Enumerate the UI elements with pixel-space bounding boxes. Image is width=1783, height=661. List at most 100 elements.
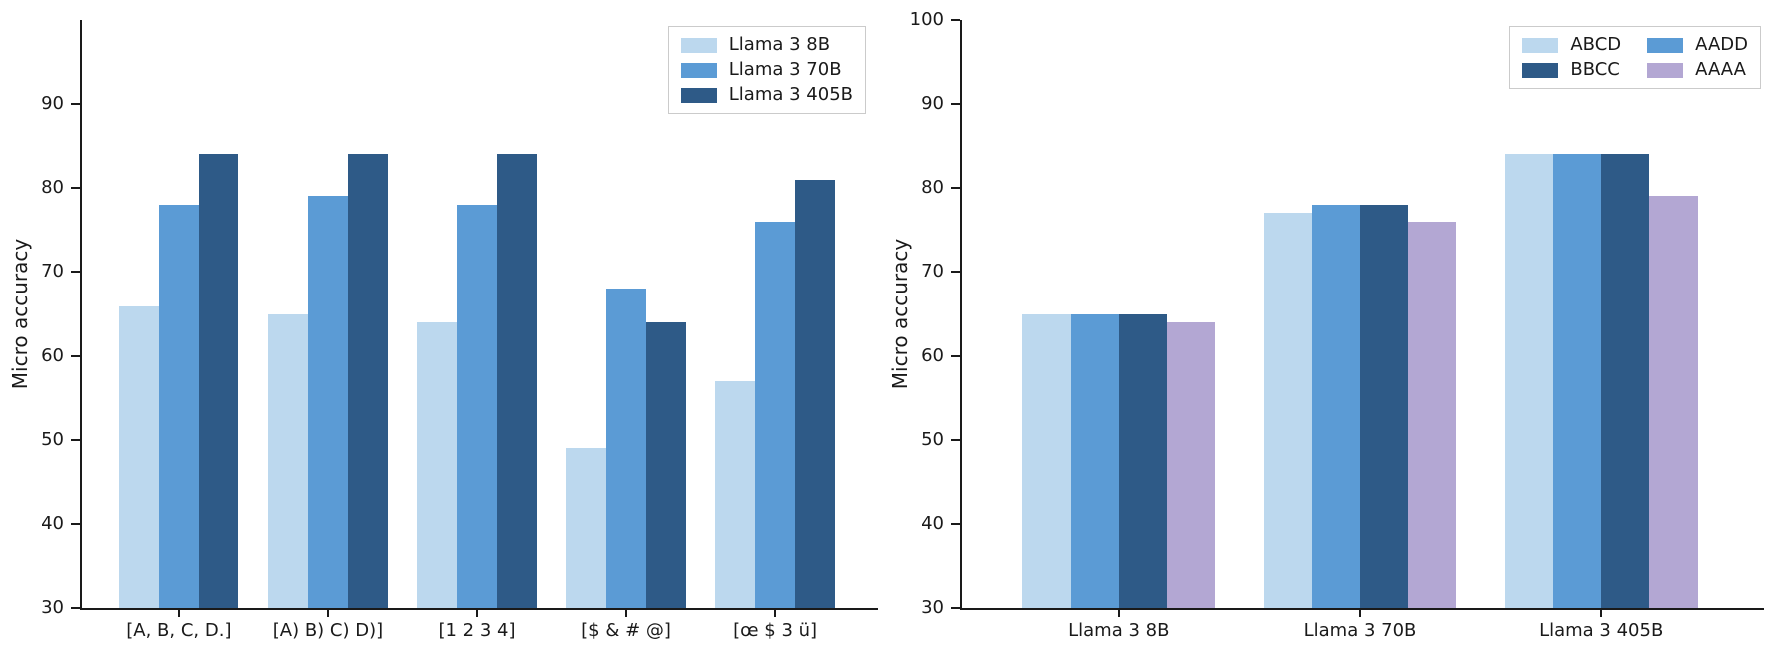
y-tick bbox=[71, 607, 80, 609]
x-tick-label: Llama 3 70B bbox=[1303, 620, 1417, 641]
bar bbox=[347, 154, 388, 608]
y-tick bbox=[951, 355, 960, 357]
bar bbox=[1601, 154, 1650, 608]
x-tick bbox=[177, 608, 180, 617]
legend-item: AAAA bbox=[1647, 61, 1748, 79]
legend-swatch bbox=[680, 37, 717, 53]
y-tick-label: 70 bbox=[921, 261, 944, 282]
bar bbox=[1263, 213, 1312, 608]
legend-label: AAAA bbox=[1695, 59, 1746, 80]
bar bbox=[308, 196, 348, 608]
x-tick bbox=[1600, 608, 1603, 617]
y-tick-label: 30 bbox=[921, 597, 944, 618]
legend-label: Llama 3 70B bbox=[728, 59, 842, 80]
legend-swatch bbox=[680, 87, 717, 103]
bar bbox=[1408, 221, 1457, 608]
y-tick bbox=[71, 103, 80, 105]
x-tick bbox=[1117, 608, 1120, 617]
y-tick-label: 90 bbox=[41, 93, 64, 114]
legend-swatch bbox=[1647, 37, 1684, 53]
bar bbox=[1167, 322, 1216, 608]
bar bbox=[1311, 204, 1360, 608]
y-tick-label: 30 bbox=[41, 597, 64, 618]
legend-swatch bbox=[1522, 37, 1559, 53]
legend: ABCD AADD BBCC AAAA bbox=[1509, 26, 1761, 89]
bar bbox=[1118, 314, 1168, 608]
bar bbox=[119, 305, 159, 608]
x-tick bbox=[774, 608, 777, 617]
x-axis-spine bbox=[960, 608, 1764, 610]
y-tick bbox=[71, 271, 80, 273]
x-tick bbox=[326, 608, 329, 617]
legend-swatch bbox=[1647, 62, 1684, 78]
y-tick-label: 50 bbox=[41, 429, 64, 450]
legend: Llama 3 8B Llama 3 70B Llama 3 405B bbox=[667, 26, 866, 114]
x-tick-label: [A, B, C, D.] bbox=[126, 620, 232, 641]
y-tick-label: 60 bbox=[921, 345, 944, 366]
bar bbox=[198, 154, 239, 608]
bar bbox=[606, 288, 646, 608]
x-tick-label: [A) B) C) D)] bbox=[272, 620, 384, 641]
right-chart: 30 40 50 60 70 80 90 100 Llama 3 8B Llama 3 70B Ll… bbox=[880, 0, 1783, 661]
y-tick-label: 100 bbox=[909, 9, 944, 30]
bar bbox=[1504, 154, 1553, 608]
x-tick-label: Llama 3 8B bbox=[1068, 620, 1170, 641]
bar bbox=[1022, 314, 1071, 608]
x-tick-label: Llama 3 405B bbox=[1539, 620, 1664, 641]
legend-label: Llama 3 405B bbox=[728, 84, 853, 105]
y-tick bbox=[951, 523, 960, 525]
legend-item: AADD bbox=[1647, 36, 1748, 54]
y-tick bbox=[951, 187, 960, 189]
legend-label: ABCD bbox=[1570, 34, 1622, 55]
legend-item: Llama 3 405B bbox=[680, 84, 853, 105]
legend-label: Llama 3 8B bbox=[728, 34, 831, 55]
legend-item: Llama 3 70B bbox=[680, 59, 853, 80]
y-tick bbox=[71, 523, 80, 525]
y-tick-label: 90 bbox=[921, 93, 944, 114]
bar bbox=[159, 204, 199, 608]
bar bbox=[755, 221, 795, 608]
bar bbox=[417, 322, 458, 608]
bar bbox=[1552, 154, 1602, 608]
x-tick bbox=[476, 608, 478, 617]
legend-label: AADD bbox=[1695, 34, 1748, 55]
y-axis-spine bbox=[80, 20, 82, 610]
y-tick-label: 40 bbox=[41, 513, 64, 534]
y-tick-label: 70 bbox=[41, 261, 64, 282]
y-tick bbox=[71, 187, 80, 189]
bar bbox=[715, 381, 756, 608]
y-tick bbox=[951, 271, 960, 273]
bar bbox=[496, 154, 537, 608]
legend-label: BBCC bbox=[1570, 59, 1620, 80]
bar bbox=[1360, 204, 1409, 608]
x-axis-spine bbox=[80, 608, 878, 610]
bar bbox=[645, 322, 686, 608]
y-axis-label: Micro accuracy bbox=[888, 238, 912, 390]
legend-item: BBCC bbox=[1522, 61, 1621, 79]
legend-swatch bbox=[1522, 62, 1559, 78]
legend-item: Llama 3 8B bbox=[680, 34, 853, 55]
y-tick-label: 80 bbox=[41, 177, 64, 198]
y-tick-label: 40 bbox=[921, 513, 944, 534]
y-tick bbox=[71, 355, 80, 357]
y-tick-label: 50 bbox=[921, 429, 944, 450]
y-axis-label: Micro accuracy bbox=[8, 238, 32, 390]
x-tick-label: [œ $ 3 ü] bbox=[733, 620, 818, 641]
y-axis-spine bbox=[960, 20, 962, 610]
legend-item: ABCD bbox=[1522, 36, 1621, 54]
bar bbox=[566, 448, 607, 608]
bar bbox=[457, 204, 497, 608]
legend-swatch bbox=[680, 62, 717, 78]
x-tick-label: [$ & # @] bbox=[581, 620, 671, 641]
x-tick bbox=[625, 608, 628, 617]
y-tick bbox=[951, 439, 960, 441]
y-tick bbox=[951, 19, 960, 21]
left-chart: 30 40 50 60 70 80 90 [A, B, C, D.] [A) B) C) D)]… bbox=[0, 0, 880, 661]
bar bbox=[1070, 314, 1119, 608]
y-tick bbox=[951, 103, 960, 105]
bar bbox=[268, 314, 309, 608]
y-tick-label: 80 bbox=[921, 177, 944, 198]
bar bbox=[1649, 196, 1698, 608]
y-tick-label: 60 bbox=[41, 345, 64, 366]
